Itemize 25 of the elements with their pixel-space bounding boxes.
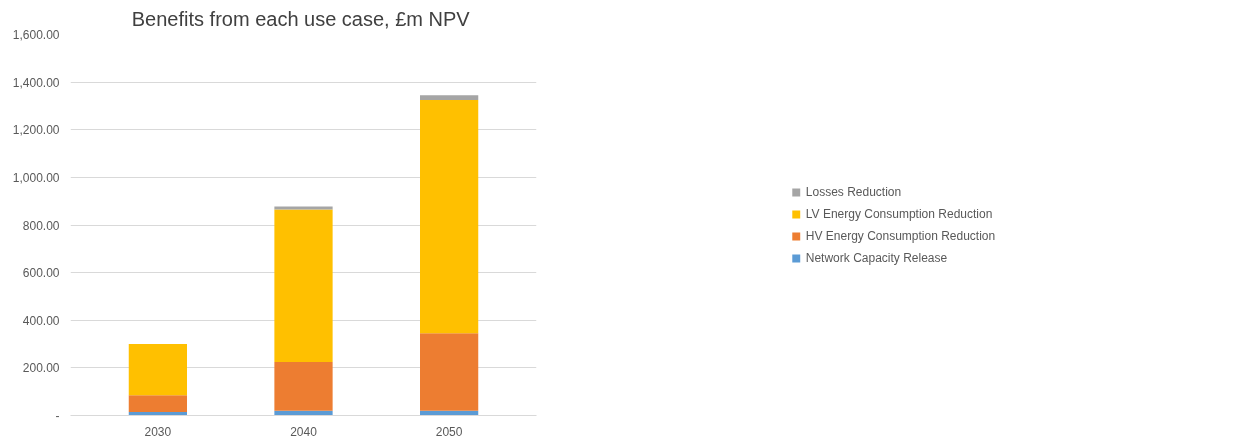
- bar: [420, 95, 479, 100]
- y-tick-label: 1,000.00: [12, 170, 60, 185]
- x-tick-label: 2040: [290, 424, 318, 439]
- y-tick-label: 200.00: [22, 361, 60, 376]
- legend-label: Network Capacity Release: [805, 250, 948, 265]
- y-tick-label: 1,600.00: [12, 28, 60, 42]
- chart-title: Benefits from each use case, £m NPV: [131, 7, 471, 30]
- legend-label: Losses Reduction: [805, 184, 902, 199]
- y-tick-label: -: [55, 409, 60, 423]
- x-tick-label: 2030: [144, 424, 172, 439]
- y-tick-label: 800.00: [22, 218, 60, 233]
- bar: [274, 209, 333, 362]
- y-tick-label: 1,200.00: [12, 123, 60, 138]
- bar: [274, 206, 333, 210]
- bar: [128, 344, 187, 396]
- bar: [128, 395, 187, 412]
- bar: [274, 361, 333, 411]
- x-tick-label: 2050: [435, 424, 463, 439]
- y-tick-label: 400.00: [22, 313, 60, 328]
- bar: [420, 333, 479, 411]
- bar: [420, 99, 479, 334]
- y-tick-label: 600.00: [22, 266, 60, 281]
- legend-label: HV Energy Consumption Reduction: [805, 228, 996, 243]
- y-tick-label: 1,400.00: [12, 75, 60, 90]
- legend-label: LV Energy Consumption Reduction: [805, 206, 993, 221]
